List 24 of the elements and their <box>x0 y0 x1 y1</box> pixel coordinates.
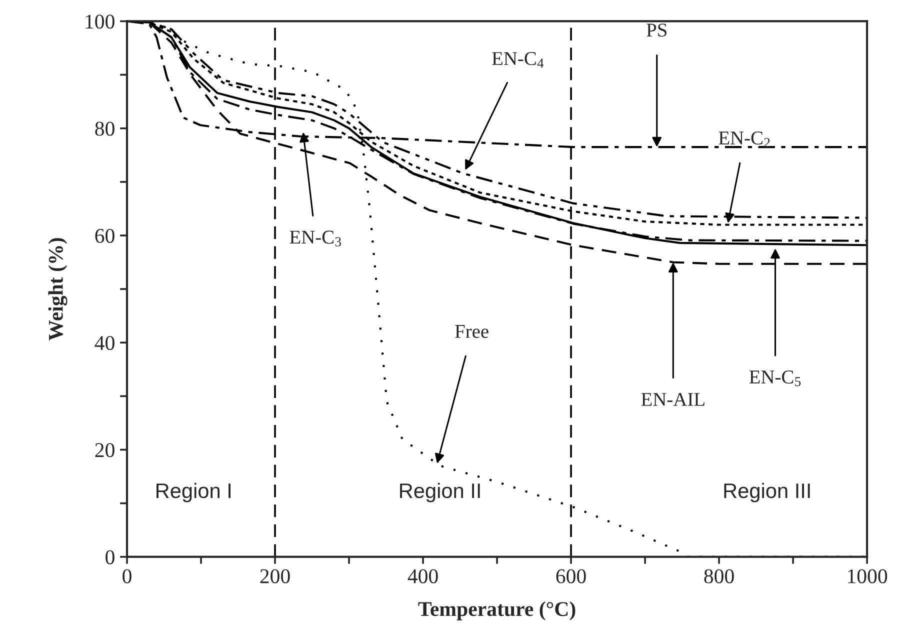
x-tick-label: 400 <box>408 569 438 584</box>
annotation: EN-C$_{5}$ <box>749 370 801 386</box>
annotation: Region III <box>724 482 810 502</box>
y-tick-label: 80 <box>95 122 114 136</box>
x-tick-label: 1000 <box>848 569 888 584</box>
annotation: EN-C$_{3}$ <box>290 230 341 246</box>
x-axis-title: Temperature (°C) <box>418 601 576 620</box>
annotation: PS <box>646 24 666 37</box>
y-tick-label: 100 <box>86 14 114 29</box>
annotation: EN-C$_{2}$ <box>718 131 770 148</box>
annotation: EN-C$_{4}$ <box>492 52 544 68</box>
x-tick-label: 800 <box>704 569 734 584</box>
annotation: Region I <box>156 482 230 502</box>
x-tick-label: 200 <box>260 569 290 584</box>
annotation: EN-AIL <box>641 392 704 406</box>
y-tick-label: 60 <box>95 228 114 243</box>
annotation: Region II <box>400 482 480 502</box>
x-tick-label: 0 <box>122 569 132 584</box>
y-tick-label: 40 <box>94 336 114 350</box>
annotation: Free <box>455 325 488 338</box>
x-tick-label: 600 <box>556 569 586 584</box>
y-axis-title: Weight (%) <box>48 238 68 341</box>
y-tick-label: 0 <box>106 550 114 564</box>
y-tick-label: 20 <box>95 443 114 458</box>
